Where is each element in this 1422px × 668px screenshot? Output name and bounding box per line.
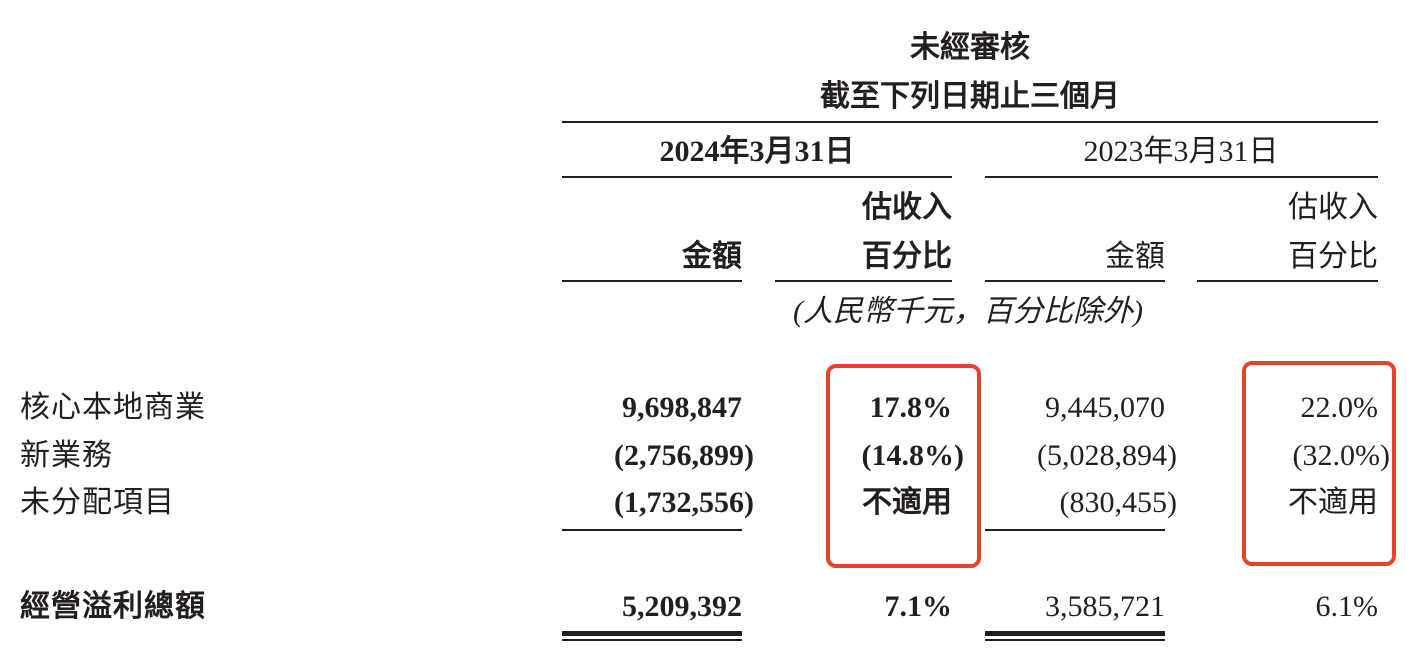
total-amount-2023: 3,585,721 — [1045, 590, 1165, 623]
divider — [775, 280, 952, 282]
header-unaudited: 未經審核 — [910, 31, 1030, 64]
divider — [562, 121, 1378, 123]
double-underline — [562, 631, 742, 641]
highlight-box-2023 — [1242, 361, 1396, 566]
col-amount-2023: 金額 — [1105, 240, 1165, 273]
pct-2024: 不適用 — [862, 486, 952, 519]
pct-2024: (14.8%) — [861, 439, 964, 472]
divider — [985, 280, 1165, 282]
amount-2024: (2,756,899) — [614, 439, 754, 472]
col-pct-2024-bottom: 百分比 — [862, 240, 952, 273]
col-amount-2024: 金額 — [682, 240, 742, 273]
total-amount-2024: 5,209,392 — [622, 590, 742, 623]
divider — [562, 176, 952, 178]
amount-2023: (830,455) — [1059, 486, 1177, 519]
double-underline — [985, 631, 1165, 641]
col-pct-2023-top: 估收入 — [1288, 191, 1378, 224]
amount-2024: (1,732,556) — [614, 486, 754, 519]
total-pct-2023: 6.1% — [1315, 590, 1379, 623]
amount-2023: 9,445,070 — [1045, 391, 1165, 424]
col-pct-2024-top: 估收入 — [862, 191, 952, 224]
pct-2023: 22.0% — [1300, 391, 1379, 424]
total-pct-2024: 7.1% — [884, 590, 953, 623]
subtotal-line — [985, 529, 1165, 531]
total-label: 經營溢利總額 — [20, 590, 206, 623]
pct-2024: 17.8% — [869, 391, 953, 424]
divider — [562, 280, 742, 282]
amount-2024: 9,698,847 — [622, 391, 742, 424]
period-2023: 2023年3月31日 — [1083, 135, 1279, 168]
subtotal-line — [562, 529, 742, 531]
divider — [985, 176, 1378, 178]
units-note: (人民幣千元，百分比除外) — [793, 295, 1143, 328]
highlight-box-2024 — [826, 364, 981, 568]
col-pct-2023-bottom: 百分比 — [1288, 240, 1378, 273]
divider — [1197, 280, 1378, 282]
row-label: 核心本地商業 — [20, 391, 206, 424]
header-period-desc: 截至下列日期止三個月 — [820, 80, 1120, 113]
pct-2023: 不適用 — [1288, 486, 1378, 519]
pct-2023: (32.0%) — [1292, 439, 1390, 472]
row-label: 新業務 — [20, 439, 113, 472]
row-label: 未分配項目 — [20, 486, 175, 519]
amount-2023: (5,028,894) — [1037, 439, 1177, 472]
period-2024: 2024年3月31日 — [659, 135, 855, 168]
